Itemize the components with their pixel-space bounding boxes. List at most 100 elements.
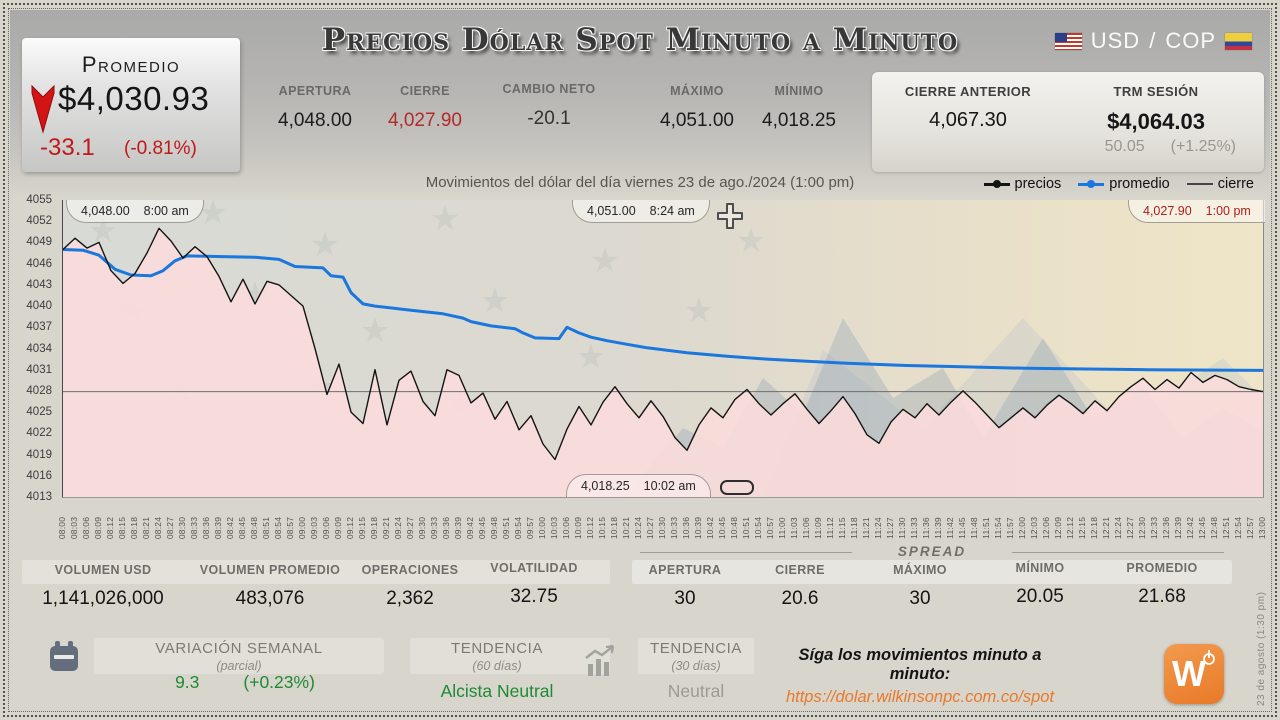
y-tick-label: 4049 (26, 236, 52, 249)
x-tick-label: 11:51 (981, 517, 991, 539)
x-tick-label: 08:15 (117, 516, 127, 540)
y-tick-label: 4037 (26, 321, 52, 334)
precios-line-marker-icon (983, 180, 1010, 188)
down-arrow-icon (30, 82, 56, 139)
x-tick-label: 12:54 (1233, 516, 1243, 540)
x-tick-label: 12:30 (1137, 516, 1147, 540)
stat-minimo: MÍNIMO 4,018.25 (762, 84, 836, 132)
y-tick-label: 4016 (26, 469, 52, 482)
legend-promedio[interactable]: promedio (1078, 176, 1170, 192)
spread-title: SPREAD (897, 544, 967, 559)
tendencia30-value: Neutral (667, 681, 725, 701)
svg-text:★: ★ (590, 242, 620, 280)
x-tick-label: 12:15 (1077, 516, 1087, 540)
trm-sesion-value: $4,064.03 (1107, 109, 1205, 134)
svg-text:★: ★ (360, 312, 390, 350)
x-tick-label: 08:12 (105, 516, 115, 540)
legend-precios[interactable]: precios (983, 176, 1061, 192)
x-tick-label: 11:06 (801, 517, 811, 539)
logo-coin-icon (1202, 649, 1216, 672)
variacion-label: VARIACIÓN SEMANAL (155, 640, 323, 657)
price-chart[interactable]: ★★★★★★★★★★★★★★★ (61, 194, 1265, 498)
x-tick-label: 10:15 (597, 516, 607, 540)
annotation-apertura: 4,048.00 8:00 am (66, 200, 204, 223)
x-tick-label: 11:09 (813, 517, 823, 539)
y-tick-label: 4031 (26, 363, 52, 376)
stat-apertura: APERTURA 4,048.00 (278, 84, 352, 132)
y-tick-label: 4028 (26, 384, 52, 397)
x-tick-label: 09:51 (501, 516, 511, 540)
x-tick-label: 12:51 (1221, 516, 1231, 540)
spread-apertura-label: APERTURA (648, 563, 722, 577)
x-tick-label: 11:57 (1005, 517, 1015, 539)
x-tick-label: 10:36 (681, 516, 691, 540)
wilkinson-logo[interactable]: W (1164, 644, 1224, 704)
x-tick-label: 12:00 (1017, 516, 1027, 540)
spread-rule-left (640, 552, 852, 553)
legend-cierre[interactable]: cierre (1186, 176, 1254, 192)
trm-sesion-label: TRM SESIÓN (1113, 84, 1199, 99)
sidebar-date: 23 de agosto (1:30 pm) (1256, 591, 1267, 707)
price-area-fill (63, 228, 1263, 498)
spread-promedio-label: PROMEDIO (1126, 561, 1198, 575)
x-tick-label: 12:39 (1173, 516, 1183, 540)
chart-svg: ★★★★★★★★★★★★★★★ (61, 194, 1265, 498)
variacion-sublabel: (parcial) (216, 659, 262, 673)
min-pointer-pill-icon (720, 480, 754, 495)
x-tick-label: 12:12 (1065, 516, 1075, 540)
tendencia-60: TENDENCIA (60 días) Alcista Neutral (441, 640, 554, 702)
x-tick-label: 08:42 (225, 516, 235, 540)
x-tick-label: 12:21 (1101, 516, 1111, 540)
tendencia30-label: TENDENCIA (649, 640, 743, 657)
promedio-change-pct: (-0.81%) (124, 138, 197, 159)
spread-rule-right (1012, 552, 1224, 553)
y-tick-label: 4022 (26, 427, 52, 440)
trm-change-pct: (+1.25%) (1170, 138, 1236, 155)
x-tick-label: 11:36 (921, 517, 931, 539)
variacion-values: 9.3 (+0.23%) (100, 672, 390, 693)
stat-cambio-neto-value: -20.1 (527, 108, 571, 129)
follow-text: Síga los movimientos minuto a minuto: (798, 646, 1042, 683)
svg-text:★: ★ (576, 338, 606, 376)
volumen-promedio-label: VOLUMEN PROMEDIO (199, 563, 341, 577)
x-tick-label: 08:21 (141, 516, 151, 540)
annotation-cierre-final: 4,027.90 1:00 pm (1128, 200, 1265, 223)
tendencia60-sublabel: (60 días) (472, 659, 522, 673)
promedio-panel: Promedio $4,030.93 -33.1 (-0.81%) (22, 38, 240, 172)
svg-text:★: ★ (310, 226, 340, 264)
stat-apertura-label: APERTURA (278, 84, 352, 98)
x-tick-label: 09:30 (417, 516, 427, 540)
promedio-change: -33.1 (40, 134, 95, 161)
x-tick-label: 10:30 (657, 516, 667, 540)
spread-maximo-value: 30 (909, 588, 931, 609)
variacion-value: 9.3 (175, 672, 200, 692)
x-tick-label: 10:03 (549, 516, 559, 540)
volume-label-band (22, 560, 610, 584)
x-tick-label: 12:03 (1029, 516, 1039, 540)
promedio-value: $4,030.93 (58, 80, 210, 117)
x-tick-label: 11:00 (777, 517, 787, 539)
volumen-promedio: VOLUMEN PROMEDIO 483,076 (200, 563, 340, 610)
volumen-promedio-value: 483,076 (235, 588, 305, 609)
currency-pair: USD / COP (1054, 28, 1252, 54)
x-tick-label: 09:42 (465, 516, 475, 540)
variacion-band (94, 638, 384, 674)
x-tick-label: 11:24 (873, 517, 883, 539)
x-tick-label: 11:27 (885, 517, 895, 539)
x-tick-label: 09:03 (309, 516, 319, 540)
trm-sub-row: 50.05 (+1.25%) (1105, 138, 1236, 156)
follow-link[interactable]: https://dolar.wilkinsonpc.com.co/spot (785, 688, 1055, 706)
pair-separator: / (1149, 28, 1157, 53)
spread-apertura: APERTURA 30 (649, 563, 722, 610)
annotation-minimo-time: 10:02 am (643, 479, 696, 493)
x-tick-label: 09:36 (441, 516, 451, 540)
stat-apertura-value: 4,048.00 (278, 110, 352, 131)
annotation-maximo-time: 8:24 am (649, 204, 695, 218)
x-tick-label: 10:42 (705, 516, 715, 540)
svg-text:★: ★ (480, 282, 510, 320)
volatilidad-value: 32.75 (510, 586, 558, 607)
x-tick-label: 08:48 (249, 516, 259, 540)
follow-cta: Síga los movimientos minuto a minuto: ht… (770, 646, 1070, 707)
x-tick-label: 12:42 (1185, 516, 1195, 540)
promedio-line-marker-icon (1078, 180, 1105, 188)
